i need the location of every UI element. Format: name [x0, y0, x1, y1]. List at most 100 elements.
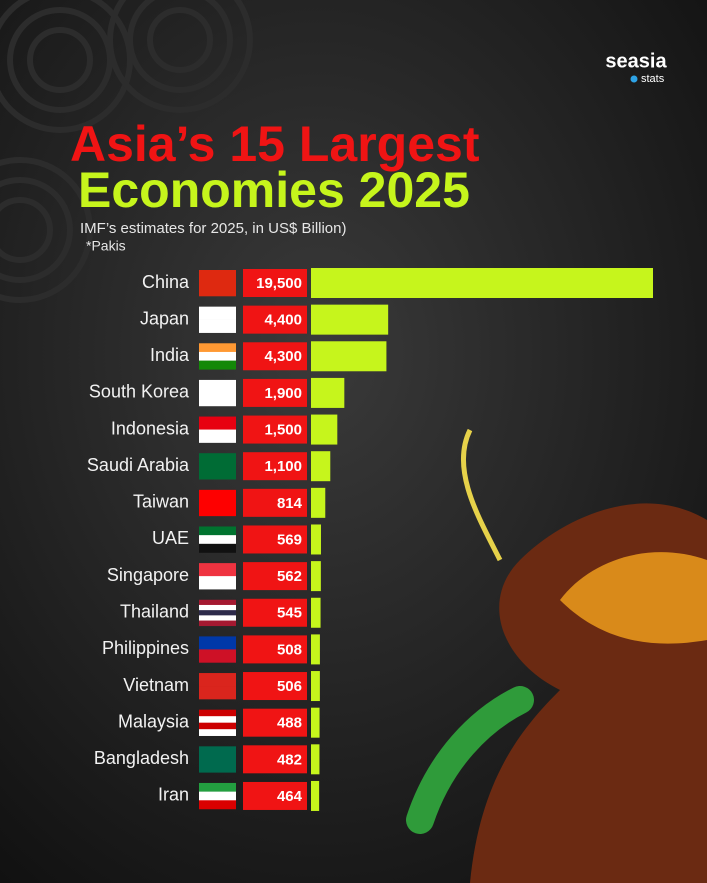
value-label: 488: [277, 715, 302, 732]
flag: [199, 429, 236, 443]
flag: [199, 636, 236, 650]
flag: [199, 351, 236, 361]
bar: [311, 341, 387, 372]
flag: [199, 535, 236, 545]
category-label: China: [142, 272, 190, 292]
value-box: [243, 672, 307, 701]
value-label: 1,500: [264, 422, 302, 439]
category-label: Taiwan: [133, 492, 189, 512]
flag: [199, 686, 236, 700]
category-label: Indonesia: [111, 418, 190, 438]
category-label: Philippines: [102, 638, 189, 658]
category-label: Japan: [140, 308, 189, 328]
bar: [311, 744, 320, 775]
bar: [311, 671, 320, 702]
category-label: Saudi Arabia: [87, 455, 190, 475]
bar: [311, 487, 326, 518]
category-label: India: [150, 345, 190, 365]
flag: [199, 620, 236, 627]
flag: [199, 800, 236, 810]
value-label: 4,300: [264, 348, 302, 365]
flag: [199, 615, 236, 621]
flag: [199, 319, 236, 333]
bar: [311, 451, 331, 482]
brand-dot: [630, 75, 638, 83]
bar: [311, 707, 320, 738]
note: *Pakis: [86, 238, 126, 254]
bar: [311, 561, 321, 592]
flag: [199, 360, 236, 370]
flag: [199, 543, 236, 553]
value-box: [243, 305, 307, 334]
flag: [199, 343, 236, 353]
value-box: [243, 342, 307, 371]
category-label: Vietnam: [123, 675, 189, 695]
bar: [311, 634, 320, 665]
brand-sub: stats: [641, 73, 665, 85]
flag: [199, 746, 236, 760]
flag: [199, 673, 236, 687]
flag: [199, 392, 236, 407]
flag: [199, 599, 236, 606]
value-label: 569: [277, 531, 302, 548]
value-label: 4,400: [264, 312, 302, 329]
value-box: [243, 488, 307, 517]
value-box: [243, 452, 307, 481]
category-label: Singapore: [107, 565, 189, 585]
value-box: [243, 781, 307, 810]
flag: [199, 576, 236, 590]
pattern: [0, 0, 253, 303]
value-label: 1,900: [264, 385, 302, 402]
value-box: [243, 269, 307, 297]
value-box: [243, 562, 307, 591]
flag: [199, 791, 236, 801]
category-label: Thailand: [120, 602, 189, 622]
value-box: [243, 598, 307, 627]
flag: [199, 709, 236, 717]
value-box: [243, 378, 307, 407]
value-label: 464: [277, 788, 303, 805]
flag: [199, 729, 236, 736]
brand: seasia: [605, 50, 667, 72]
bar: [311, 780, 320, 811]
flag: [199, 502, 236, 517]
bar: [311, 304, 389, 335]
flag: [199, 716, 236, 723]
flag: [199, 563, 236, 577]
category-label: Iran: [158, 785, 189, 805]
flag: [199, 270, 236, 284]
bar: [311, 377, 345, 408]
flag: [199, 649, 236, 663]
value-box: [243, 745, 307, 774]
flag: [199, 453, 236, 467]
bar: [311, 524, 321, 555]
value-box: [243, 635, 307, 664]
value-box: [243, 525, 307, 554]
bar: [311, 597, 321, 628]
category-label: UAE: [152, 528, 189, 548]
category-label: South Korea: [89, 382, 190, 402]
flag: [199, 782, 236, 792]
flag: [199, 526, 236, 536]
flag: [199, 722, 236, 730]
flag: [199, 489, 236, 504]
flag: [199, 379, 236, 394]
flag: [199, 306, 236, 320]
subtitle: IMF’s estimates for 2025, in US$ Billion…: [80, 220, 347, 237]
flag: [199, 466, 236, 480]
bar: [311, 414, 338, 445]
value-label: 508: [277, 641, 302, 658]
value-label: 562: [277, 568, 302, 585]
value-box: [243, 415, 307, 444]
value-label: 19,500: [256, 275, 302, 292]
flag: [199, 604, 236, 611]
chart-title-line2: Economies 2025: [78, 162, 470, 218]
flag: [199, 759, 236, 773]
flag: [199, 610, 236, 616]
chart-title: Asia’s 15 Largest: [70, 116, 480, 172]
value-label: 814: [277, 495, 303, 512]
value-label: 506: [277, 678, 302, 695]
value-label: 1,100: [264, 458, 302, 475]
category-label: Malaysia: [118, 711, 190, 731]
